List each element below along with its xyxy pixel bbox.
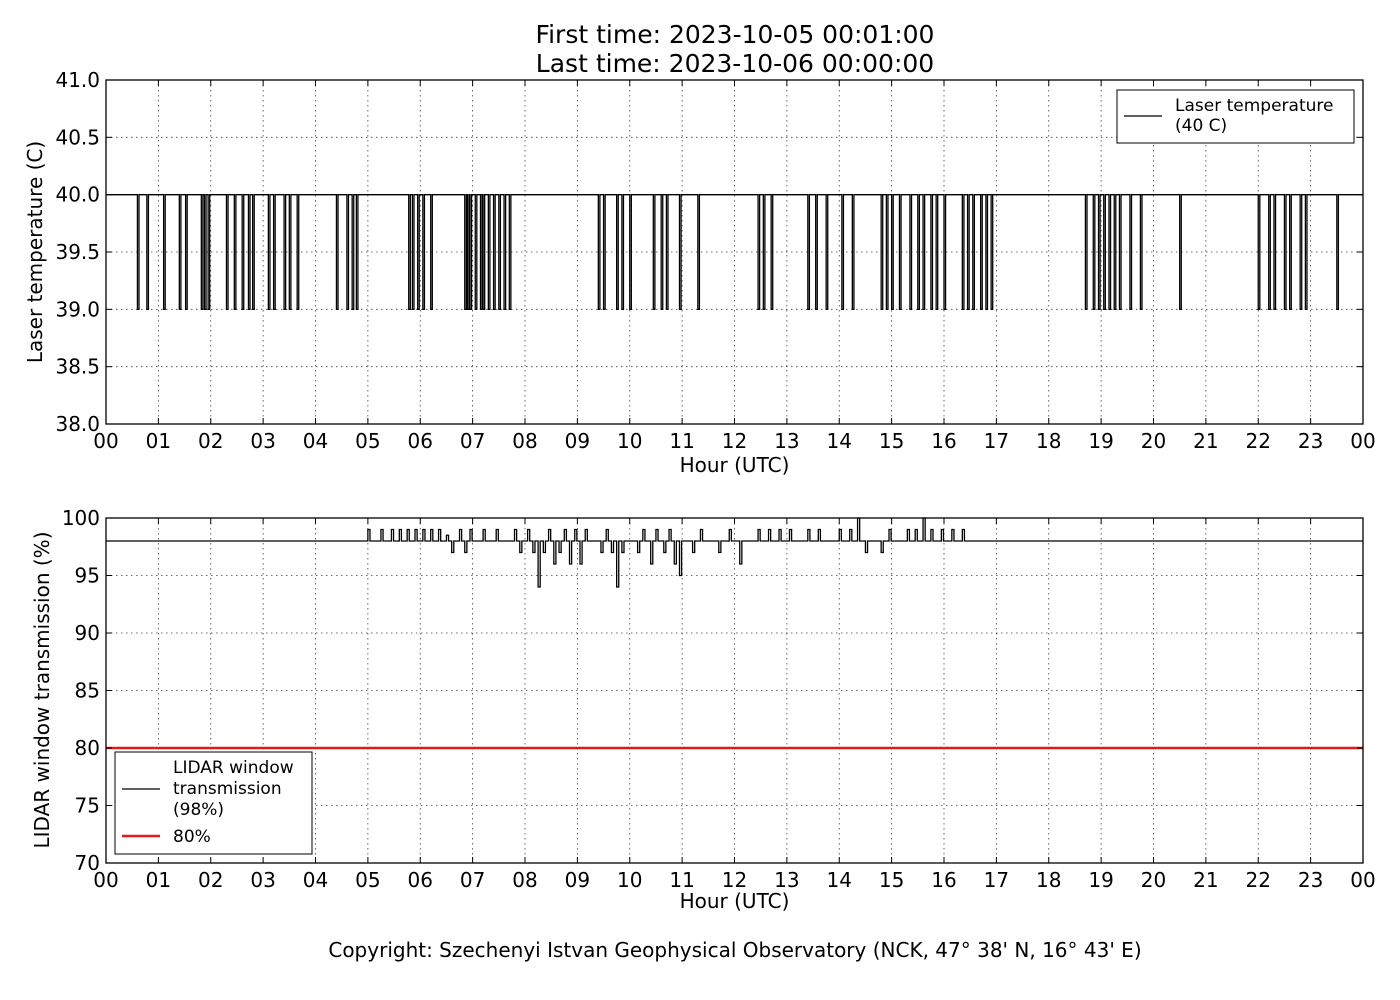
bottom-x-tick-label: 18	[1036, 868, 1061, 892]
top-y-tick-label: 38.0	[55, 412, 100, 436]
bottom-legend-label-transmission-line2: transmission	[173, 779, 282, 799]
top-legend-label-line1: Laser temperature	[1175, 96, 1333, 116]
top-x-tick-label: 05	[355, 429, 380, 453]
chart-title-line2: Last time: 2023-10-06 00:00:00	[536, 49, 934, 78]
top-x-tick-label: 15	[879, 429, 904, 453]
bottom-y-axis-label: LIDAR window transmission (%)	[30, 532, 54, 849]
bottom-x-tick-label: 01	[146, 868, 171, 892]
top-x-tick-label: 01	[146, 429, 171, 453]
top-x-tick-label: 22	[1246, 429, 1271, 453]
lidar-transmission-panel: 00 01 02 03 04 05 06 07 08 09 10 11 12 13 14 15 16 17 18 19…	[30, 506, 1376, 913]
bottom-x-tick-label: 07	[460, 868, 485, 892]
bottom-x-tick-label: 13	[774, 868, 799, 892]
top-x-tick-label: 06	[408, 429, 433, 453]
bottom-x-tick-label: 16	[931, 868, 956, 892]
top-x-axis-label: Hour (UTC)	[680, 453, 790, 477]
lidar-transmission-series-line	[106, 517, 1363, 588]
bottom-legend-label-80: 80%	[173, 827, 211, 847]
top-y-tick-label: 39.0	[55, 297, 100, 321]
top-x-tick-label: 12	[722, 429, 747, 453]
top-x-tick-label: 10	[617, 429, 642, 453]
top-x-tick-label: 08	[512, 429, 537, 453]
bottom-y-axis-ticks: 70 75 80 85 90 95 100	[62, 506, 1363, 875]
bottom-x-axis-ticks: 00 01 02 03 04 05 06 07 08 09 10 11 12 13 14 15 16 17 18 19…	[93, 518, 1376, 892]
top-x-tick-label: 18	[1036, 429, 1061, 453]
bottom-x-tick-label: 15	[879, 868, 904, 892]
top-x-tick-label: 00	[93, 429, 118, 453]
bottom-y-tick-label: 85	[75, 679, 100, 703]
bottom-x-tick-label: 09	[565, 868, 590, 892]
top-x-tick-label: 02	[198, 429, 223, 453]
laser-temperature-series-line	[106, 194, 1363, 310]
bottom-x-tick-label: 12	[722, 868, 747, 892]
top-x-tick-label: 21	[1193, 429, 1218, 453]
top-y-tick-label: 39.5	[55, 240, 100, 264]
top-y-tick-label: 41.0	[55, 68, 100, 92]
top-y-tick-label: 40.0	[55, 183, 100, 207]
top-x-tick-label: 00	[1350, 429, 1375, 453]
top-x-tick-label: 11	[669, 429, 694, 453]
bottom-x-tick-label: 06	[408, 868, 433, 892]
laser-temperature-panel: 00 01 02 03 04 05 06 07 08 09 10 11 12 13 14 15 16 17 18 19…	[23, 68, 1376, 477]
top-x-axis-ticks: 00 01 02 03 04 05 06 07 08 09 10 11 12 13 14 15 16 17 18 19…	[93, 80, 1376, 453]
top-legend-label-line2: (40 C)	[1175, 116, 1227, 136]
bottom-x-tick-label: 17	[984, 868, 1009, 892]
bottom-y-tick-label: 95	[75, 564, 100, 588]
chart-title-line1: First time: 2023-10-05 00:01:00	[536, 20, 935, 49]
top-x-tick-label: 04	[303, 429, 328, 453]
top-x-tick-label: 13	[774, 429, 799, 453]
bottom-y-tick-label: 75	[75, 794, 100, 818]
top-x-tick-label: 19	[1088, 429, 1113, 453]
bottom-x-tick-label: 02	[198, 868, 223, 892]
bottom-x-tick-label: 00	[1350, 868, 1375, 892]
bottom-y-tick-label: 70	[75, 851, 100, 875]
top-y-tick-label: 38.5	[55, 355, 100, 379]
bottom-x-tick-label: 21	[1193, 868, 1218, 892]
bottom-y-tick-label: 90	[75, 621, 100, 645]
top-x-tick-label: 14	[827, 429, 852, 453]
bottom-x-tick-label: 20	[1141, 868, 1166, 892]
top-x-tick-label: 03	[250, 429, 275, 453]
bottom-x-tick-label: 19	[1088, 868, 1113, 892]
bottom-legend: LIDAR window transmission (98%) 80%	[114, 751, 313, 855]
bottom-legend-label-transmission-line1: LIDAR window	[173, 758, 294, 778]
bottom-x-tick-label: 11	[669, 868, 694, 892]
bottom-x-tick-label: 14	[827, 868, 852, 892]
bottom-x-tick-label: 04	[303, 868, 328, 892]
bottom-x-tick-label: 00	[93, 868, 118, 892]
bottom-x-tick-label: 22	[1246, 868, 1271, 892]
top-y-tick-label: 40.5	[55, 125, 100, 149]
top-x-tick-label: 20	[1141, 429, 1166, 453]
top-x-tick-label: 16	[931, 429, 956, 453]
bottom-y-tick-label: 100	[62, 506, 100, 530]
top-x-tick-label: 07	[460, 429, 485, 453]
bottom-x-tick-label: 08	[512, 868, 537, 892]
bottom-x-tick-label: 23	[1298, 868, 1323, 892]
bottom-legend-label-transmission-line3: (98%)	[173, 800, 224, 820]
bottom-x-axis-label: Hour (UTC)	[680, 889, 790, 913]
copyright-text: Copyright: Szechenyi Istvan Geophysical …	[328, 938, 1141, 962]
bottom-y-tick-label: 80	[75, 736, 100, 760]
top-y-axis-label: Laser temperature (C)	[23, 141, 47, 363]
top-x-tick-label: 17	[984, 429, 1009, 453]
bottom-x-tick-label: 10	[617, 868, 642, 892]
top-legend: Laser temperature (40 C)	[1116, 89, 1355, 144]
top-y-axis-ticks: 38.0 38.5 39.0 39.5 40.0 40.5 41.0	[55, 68, 1363, 436]
bottom-x-tick-label: 05	[355, 868, 380, 892]
top-x-tick-label: 23	[1298, 429, 1323, 453]
top-x-tick-label: 09	[565, 429, 590, 453]
bottom-x-tick-label: 03	[250, 868, 275, 892]
